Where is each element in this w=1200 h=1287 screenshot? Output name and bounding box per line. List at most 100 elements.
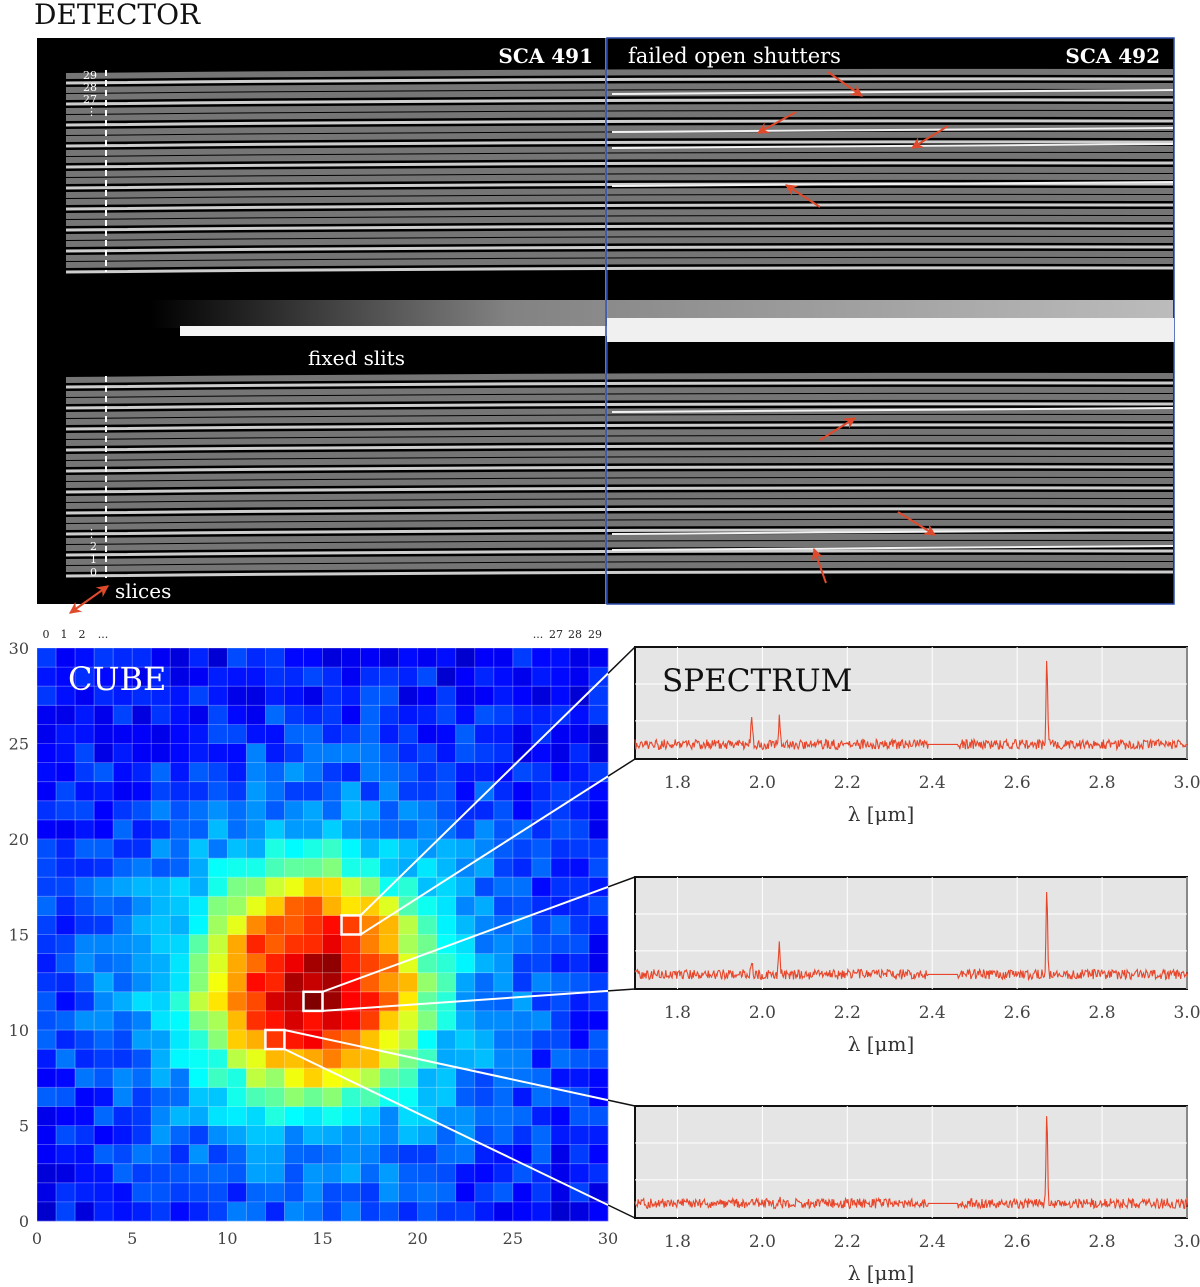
spectrum-line [634,1116,1188,1210]
cube-pixel [151,953,171,973]
spectrum-panels: 1.8 2.0 2.2 2.4 2.6 2.8 3.0 λ [μm] 1.8 2.0 2.2 2.4 2… [634,646,1200,1285]
cube-pixel [474,1087,495,1107]
spectrum-xtick: 2.0 [749,1003,776,1023]
cube-pixel [588,800,609,821]
cube-pixel [265,1087,285,1107]
slice-band-top [65,266,1174,274]
cube-pixel [208,800,228,821]
sca-491-label: SCA 491 [498,44,593,68]
cube-pixel [189,686,209,706]
cube-pixel [398,1030,418,1050]
cube-pixel [265,972,285,993]
cube-pixel [550,743,571,763]
cube-pixel [208,991,228,1012]
cube-pixel [113,896,133,916]
cube-pixel [322,1049,342,1069]
cube-pixel [246,934,266,954]
cube-pixel [284,1087,304,1107]
cube-pixel [550,991,571,1012]
cube-pixel [246,686,266,706]
cube-pixel [531,1144,552,1164]
cube-pixel [94,800,114,821]
cube-axes: 0 5 10 15 20 25 30 0 5 10 15 20 25 30 [9,639,619,1248]
cube-pixel [189,1163,209,1184]
cube-pixel [246,839,266,859]
cube-pixel [303,1106,323,1126]
spectrum-xtick: 2.2 [834,1232,861,1252]
cube-pixel [170,686,190,706]
cube-pixel [151,648,171,668]
cube-pixel [417,877,437,897]
cube-pixel [227,1010,247,1031]
cube-pixel [284,877,304,897]
cube-pixel [322,953,342,973]
cube-pixel [512,1010,533,1031]
cube-pixel [303,819,323,840]
cube-pixel [151,1163,171,1184]
cube-pixel [322,839,342,859]
cube-pixel [531,896,552,916]
spectrum-plot-area [634,646,1188,760]
slice-band-top [65,89,1174,100]
cube-pixel [417,991,437,1012]
cube-pixel [588,1201,609,1222]
cube-pixel [531,1030,552,1050]
cube-pixel [398,972,418,993]
cube-pixel [94,1030,114,1050]
cube-pixel [284,1049,304,1069]
cube-pixel [455,648,476,668]
cube-pixel [75,781,95,802]
cube-pixel [493,1182,514,1203]
cube-pixel [303,800,323,821]
cube-pixel [265,1163,285,1184]
cube-pixel [75,686,95,706]
cube-pixel [341,839,361,859]
cube-pixel [588,1163,609,1184]
cube-pixel [227,667,247,687]
cube-pixel [360,1106,380,1126]
cube-pixel [474,1163,495,1184]
cube-pixel [398,1163,418,1184]
cube-pixel [246,1010,266,1031]
cube-pixel [417,953,437,973]
cube-pixel [265,724,285,744]
fixed-slit-right [607,318,1174,342]
cube-pixel [37,972,57,993]
cube-pixel [550,648,571,668]
slice-band-top [65,203,1174,211]
cube-pixel [531,858,552,878]
cube-pixel [455,1087,476,1107]
cube-pixel [246,1201,266,1222]
cube-pixel [322,667,342,687]
connector-line-outside [607,988,636,992]
cube-pixel [550,839,571,859]
cube-pixel [303,1010,323,1031]
cube-pixel [588,1182,609,1203]
cube-pixel [322,858,342,878]
cube-pixel [56,953,76,973]
fixed-slit-spectra [150,38,1174,604]
cube-pixel [227,648,247,668]
slice-number: ⋮ [86,527,97,540]
cube-pixel [569,705,590,725]
cube-pixel [398,762,418,782]
cube-pixel [265,648,285,668]
cube-pixel [455,972,476,993]
cube-pixel [265,705,285,725]
cube-pixel [341,1106,361,1126]
cube-pixel [455,1106,476,1126]
cube-pixel [94,915,114,935]
cube-pixel [512,953,533,973]
cube-pixel [284,1030,304,1050]
slice-band-top [65,140,1174,148]
cube-pixel [132,877,152,897]
cube-pixel [265,1144,285,1164]
cube-pixel [208,705,228,725]
cube-pixel [265,1010,285,1031]
cube-pixel [94,762,114,782]
cube-pixel [474,800,495,821]
cube-xtick: 25 [503,1229,523,1248]
cube-pixel [265,839,285,859]
cube-pixel [455,762,476,782]
cube-pixel [455,686,476,706]
